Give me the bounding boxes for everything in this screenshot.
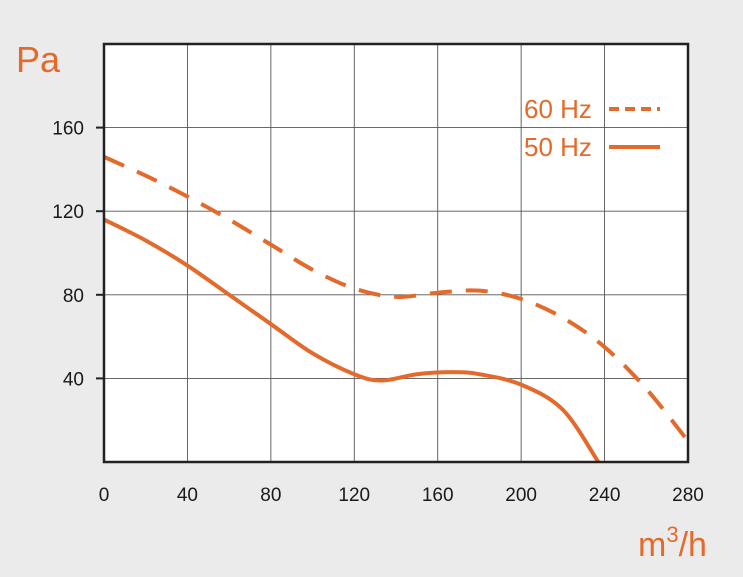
x-axis-label-base: m bbox=[638, 526, 666, 564]
legend-label-60hz: 60 Hz bbox=[524, 94, 592, 124]
series-line-50hz bbox=[103, 217, 600, 464]
y-tick-label-40: 40 bbox=[63, 369, 84, 390]
y-axis-label: Pa bbox=[16, 39, 61, 80]
x-tick-labels: 0 40 80 120 160 200 240 280 bbox=[99, 485, 704, 506]
x-tick-label-240: 240 bbox=[589, 485, 621, 506]
x-tick-label-200: 200 bbox=[505, 485, 537, 506]
plot-frame bbox=[102, 42, 690, 464]
legend: 60 Hz 50 Hz bbox=[524, 94, 660, 162]
legend-label-50hz: 50 Hz bbox=[524, 132, 592, 162]
x-axis-label-rest: /h bbox=[679, 526, 707, 564]
y-tick-label-80: 80 bbox=[63, 286, 84, 307]
x-tick-label-280: 280 bbox=[672, 485, 704, 506]
x-axis-label-superscript: 3 bbox=[666, 522, 678, 547]
plot-area bbox=[104, 44, 688, 462]
x-tick-label-40: 40 bbox=[177, 485, 198, 506]
y-tick-labels: 40 80 120 160 bbox=[52, 119, 104, 390]
x-tick-label-80: 80 bbox=[260, 485, 281, 506]
x-tick-label-160: 160 bbox=[422, 485, 454, 506]
x-tick-label-120: 120 bbox=[338, 485, 370, 506]
series-layer bbox=[103, 155, 690, 464]
y-tick-label-160: 160 bbox=[52, 119, 84, 140]
x-tick-label-0: 0 bbox=[99, 485, 110, 506]
x-axis-label: m3/h bbox=[638, 522, 707, 564]
series-line-60hz bbox=[103, 155, 690, 443]
y-tick-label-120: 120 bbox=[52, 202, 84, 223]
grid bbox=[104, 44, 688, 462]
